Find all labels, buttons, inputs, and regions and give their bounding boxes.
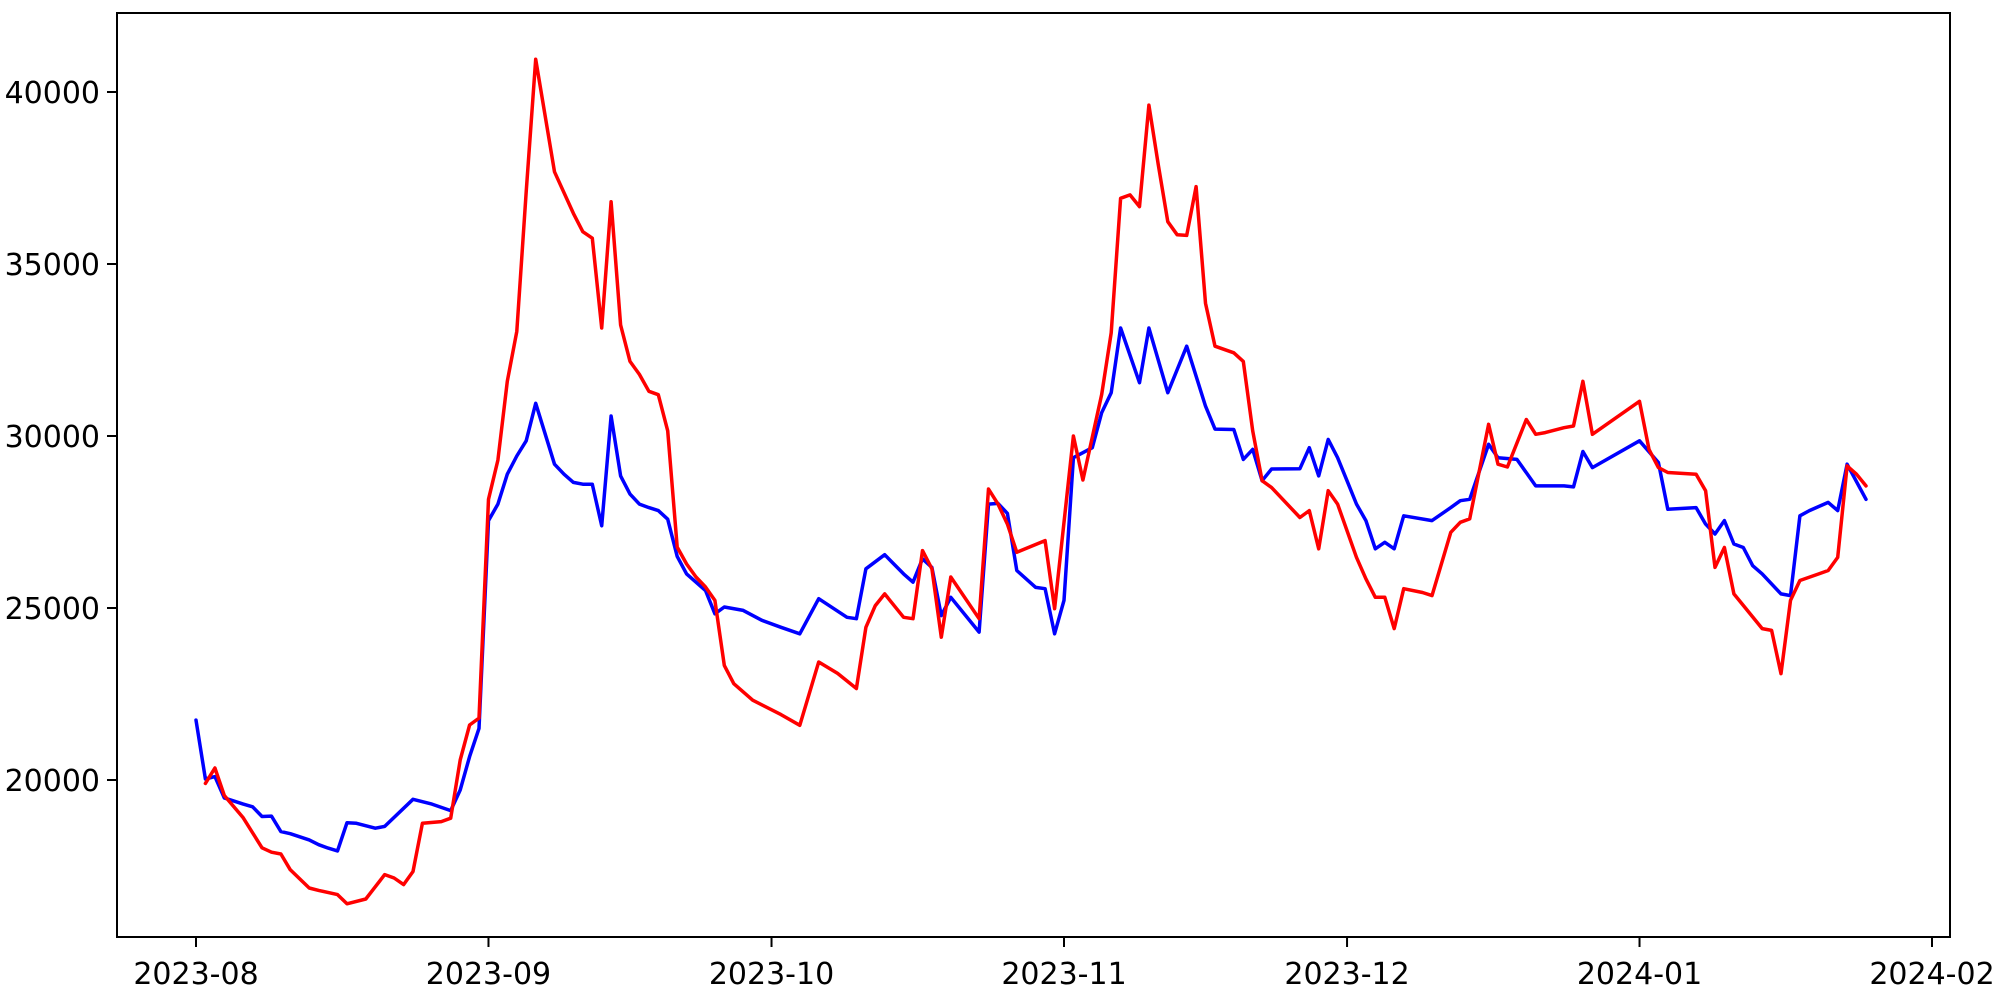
y-tick-label: 30000 [5, 420, 100, 455]
x-tick-label: 2023-10 [709, 957, 834, 992]
x-tick-label: 2023-11 [1001, 957, 1126, 992]
x-tick-label: 2024-01 [1577, 957, 1702, 992]
y-tick-label: 25000 [5, 592, 100, 627]
series-blue-line [194, 326, 1868, 853]
x-tick-label: 2023-08 [133, 957, 258, 992]
y-tick-label: 20000 [5, 764, 100, 799]
series-red-line [203, 57, 1868, 906]
y-tick-label: 40000 [5, 76, 100, 111]
x-tick-label: 2023-12 [1284, 957, 1409, 992]
x-tick-label: 2023-09 [426, 957, 551, 992]
y-tick-label: 35000 [5, 248, 100, 283]
plot-frame [116, 12, 1951, 938]
x-tick-label: 2024-02 [1869, 957, 1994, 992]
